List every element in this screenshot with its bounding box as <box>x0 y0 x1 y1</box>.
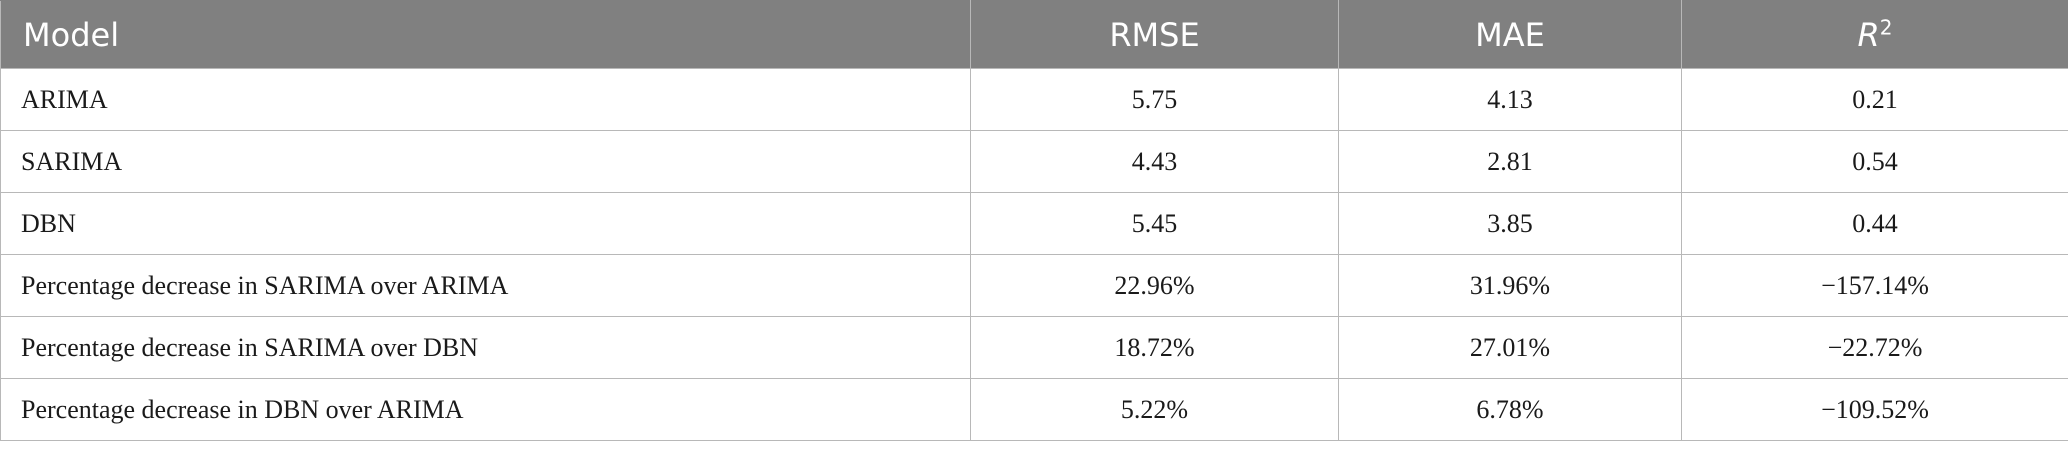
table-row: SARIMA 4.43 2.81 0.54 <box>0 130 2068 193</box>
cell-mae: 2.81 <box>1338 130 1682 193</box>
cell-mae: 31.96% <box>1338 254 1682 317</box>
cell-mae: 4.13 <box>1338 68 1682 131</box>
cell-rmse: 5.22% <box>970 378 1339 441</box>
cell-r2: −109.52% <box>1681 378 2068 441</box>
table-row: Percentage decrease in SARIMA over ARIMA… <box>0 254 2068 317</box>
cell-model: Percentage decrease in DBN over ARIMA <box>0 378 971 441</box>
table-row: Percentage decrease in SARIMA over DBN 1… <box>0 316 2068 379</box>
cell-r2: 0.54 <box>1681 130 2068 193</box>
cell-model: DBN <box>0 192 971 255</box>
table-row: Percentage decrease in DBN over ARIMA 5.… <box>0 378 2068 441</box>
cell-r2: 0.21 <box>1681 68 2068 131</box>
cell-rmse: 22.96% <box>970 254 1339 317</box>
table-row: ARIMA 5.75 4.13 0.21 <box>0 68 2068 131</box>
cell-r2: −22.72% <box>1681 316 2068 379</box>
header-rmse: RMSE <box>970 0 1339 69</box>
cell-r2: 0.44 <box>1681 192 2068 255</box>
header-model: Model <box>0 0 971 69</box>
cell-model: Percentage decrease in SARIMA over ARIMA <box>0 254 971 317</box>
header-r2-letter: R <box>1857 15 1880 54</box>
cell-rmse: 4.43 <box>970 130 1339 193</box>
header-mae: MAE <box>1338 0 1682 69</box>
cell-mae: 27.01% <box>1338 316 1682 379</box>
cell-model: SARIMA <box>0 130 971 193</box>
cell-model: Percentage decrease in SARIMA over DBN <box>0 316 971 379</box>
cell-rmse: 5.75 <box>970 68 1339 131</box>
model-comparison-table: Model RMSE MAE R2 ARIMA 5.75 4.13 0.21 S… <box>0 0 2068 441</box>
results-table-container: Model RMSE MAE R2 ARIMA 5.75 4.13 0.21 S… <box>0 0 2068 441</box>
header-r2-exponent: 2 <box>1879 14 1893 39</box>
header-r2: R2 <box>1681 0 2068 69</box>
table-body: ARIMA 5.75 4.13 0.21 SARIMA 4.43 2.81 0.… <box>0 68 2068 441</box>
cell-mae: 6.78% <box>1338 378 1682 441</box>
table-row: DBN 5.45 3.85 0.44 <box>0 192 2068 255</box>
cell-rmse: 18.72% <box>970 316 1339 379</box>
cell-mae: 3.85 <box>1338 192 1682 255</box>
header-row: Model RMSE MAE R2 <box>0 0 2068 69</box>
table-header: Model RMSE MAE R2 <box>0 0 2068 69</box>
cell-model: ARIMA <box>0 68 971 131</box>
cell-rmse: 5.45 <box>970 192 1339 255</box>
cell-r2: −157.14% <box>1681 254 2068 317</box>
